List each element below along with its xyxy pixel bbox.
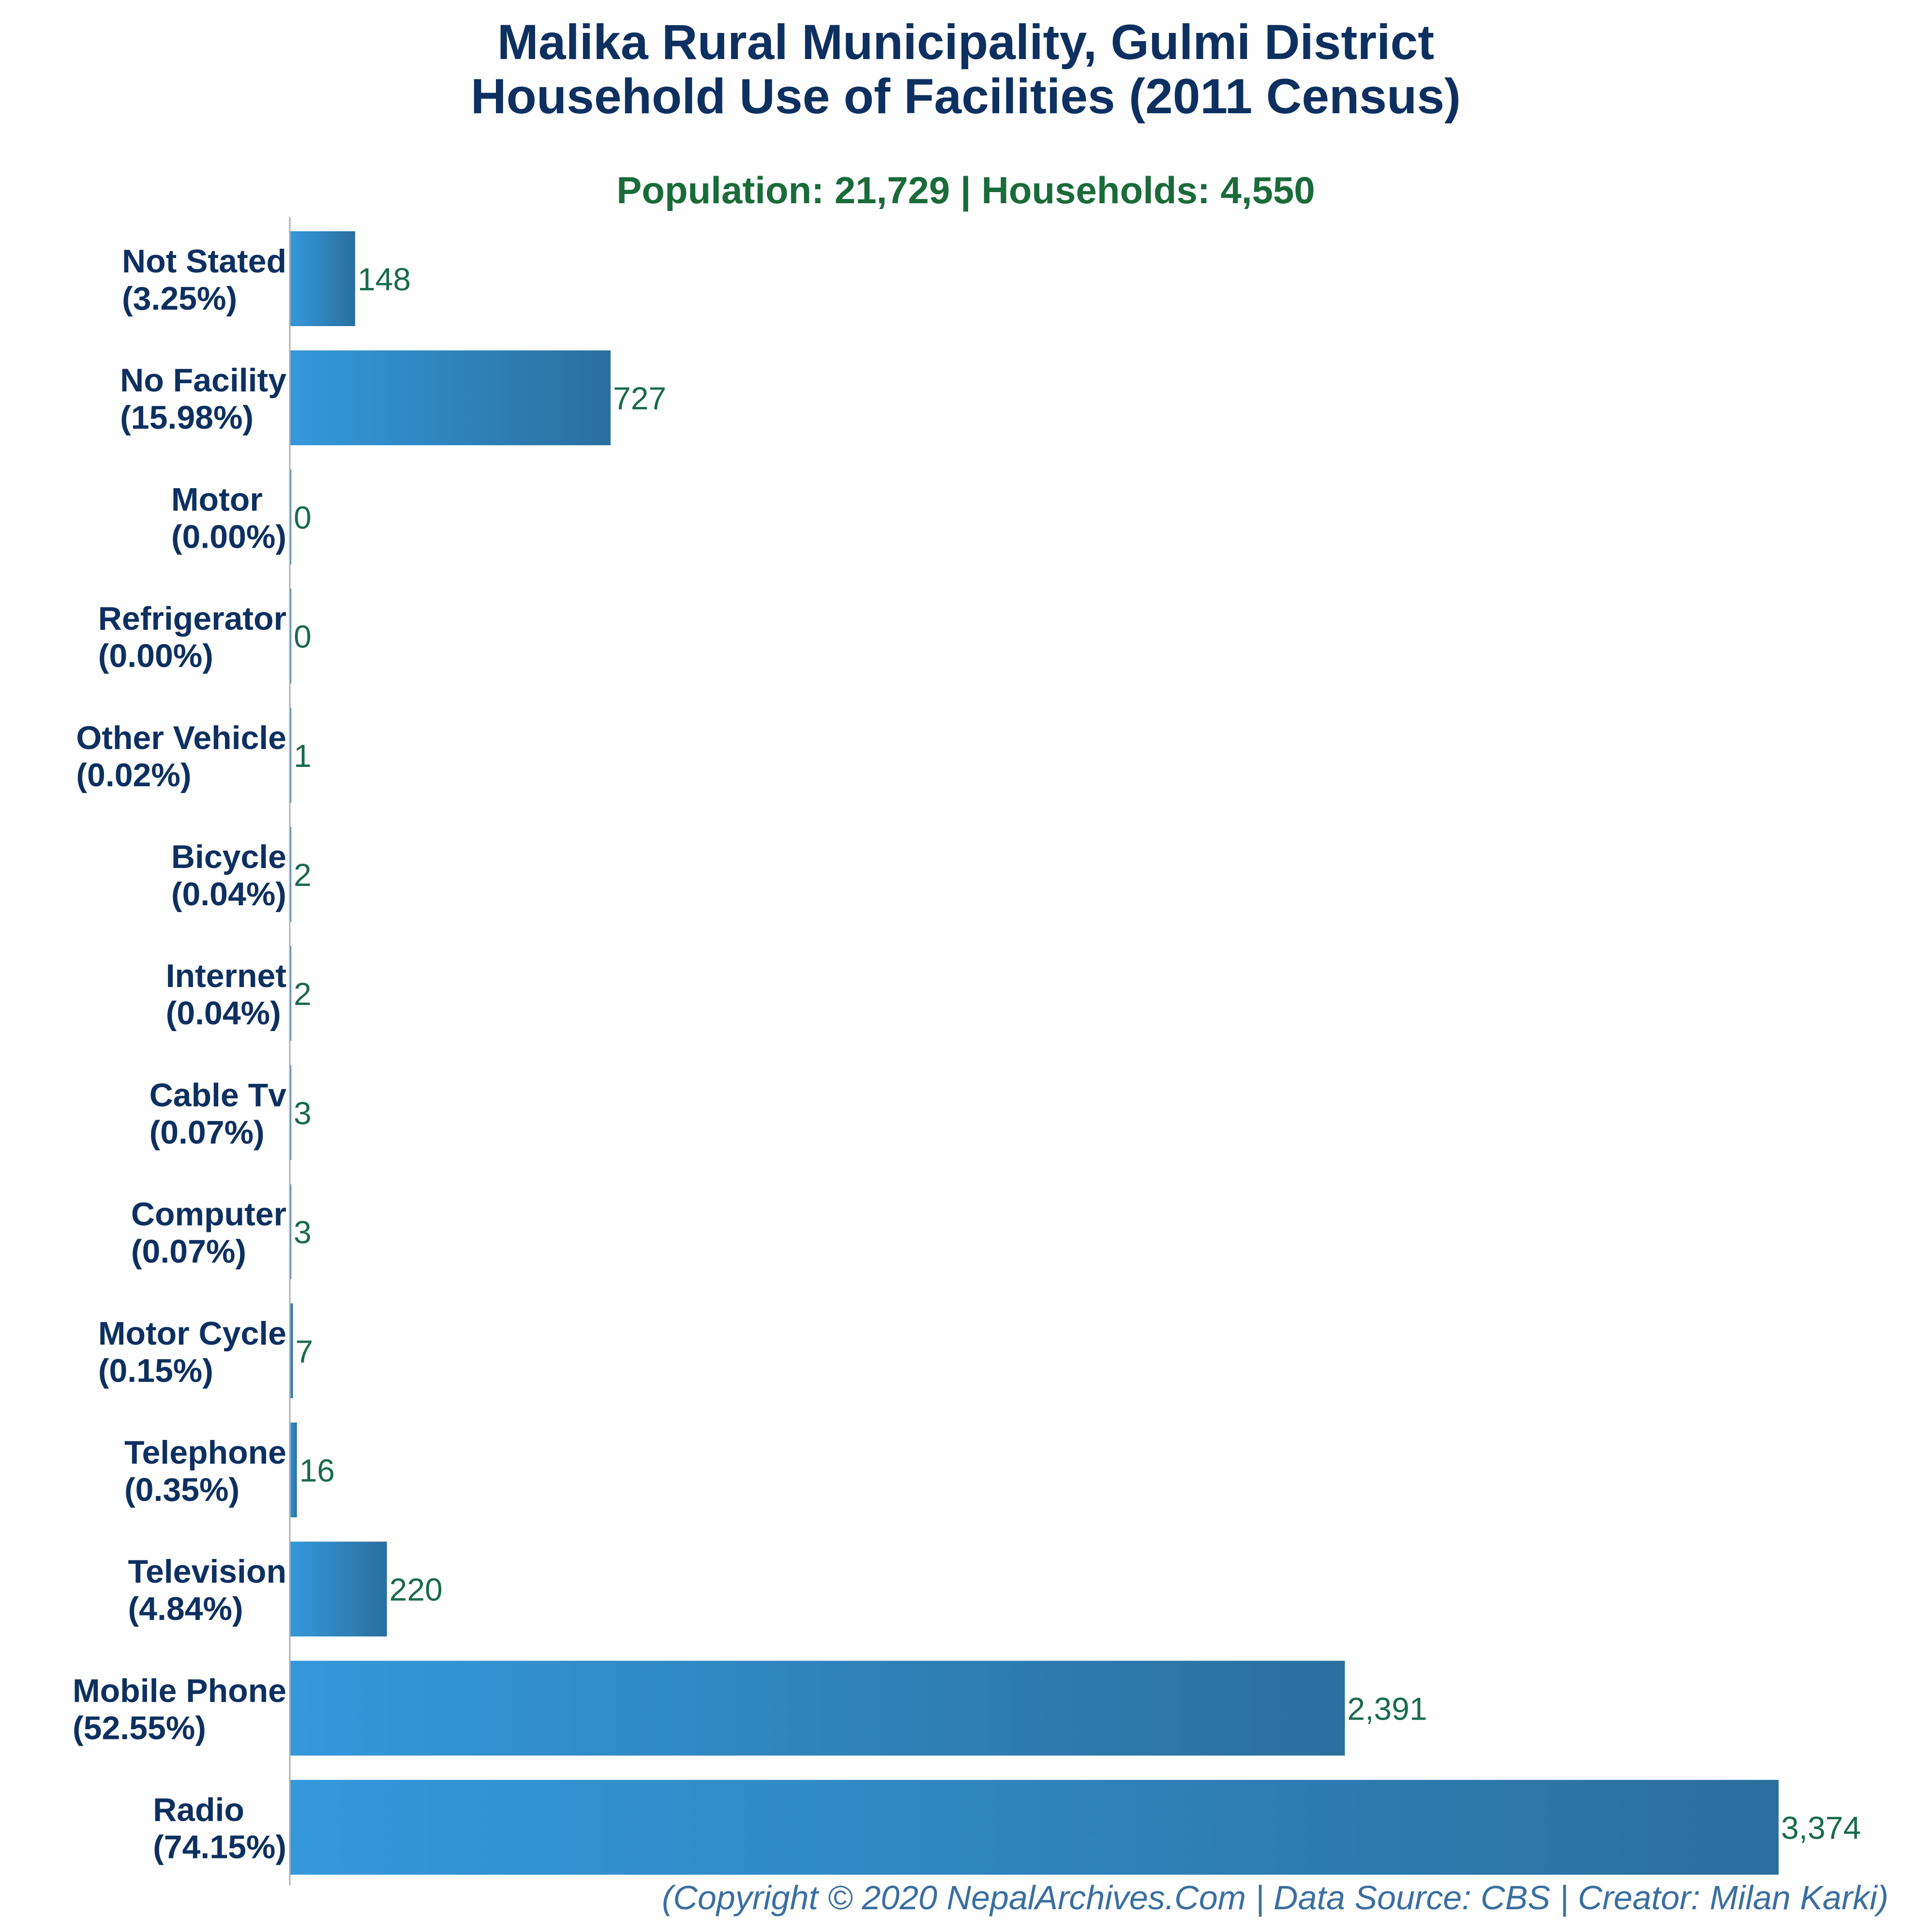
category-label-internet: Internet (0.04%): [166, 958, 286, 1032]
bar-radio: [290, 1780, 1779, 1875]
value-label-motor: 0: [294, 499, 312, 535]
value-label-refrigerator: 0: [294, 619, 312, 655]
bar-no-facility: [290, 350, 611, 446]
value-label-telephone: 16: [300, 1453, 335, 1488]
category-label-telephone: Telephone (0.35%): [124, 1434, 286, 1508]
category-label-bicycle: Bicycle (0.04%): [171, 839, 286, 913]
value-label-bicycle: 2: [294, 857, 312, 893]
value-label-other-vehicle: 1: [294, 738, 312, 774]
chart-title-line1: Malika Rural Municipality, Gulmi Distric…: [497, 15, 1435, 70]
bar-motor-cycle: [290, 1303, 293, 1398]
value-label-cable-tv: 3: [294, 1095, 312, 1131]
value-label-not-stated: 148: [358, 261, 411, 297]
category-label-mobile-phone: Mobile Phone (52.55%): [73, 1672, 286, 1746]
category-label-refrigerator: Refrigerator (0.00%): [98, 600, 286, 674]
chart-subtitle: Population: 21,729 | Households: 4,550: [616, 169, 1315, 211]
category-label-cable-tv: Cable Tv (0.07%): [150, 1077, 287, 1151]
bars-group: 148 Not Stated (3.25%) 727 No Facility (15.98…: [73, 231, 1861, 1875]
value-label-radio: 3,374: [1781, 1810, 1861, 1846]
value-label-television: 220: [389, 1572, 443, 1607]
category-label-television: Television (4.84%): [128, 1553, 286, 1627]
value-label-motor-cycle: 7: [295, 1333, 313, 1369]
value-label-computer: 3: [294, 1214, 312, 1250]
value-label-mobile-phone: 2,391: [1348, 1691, 1427, 1726]
category-label-not-stated: Not Stated (3.25%): [122, 243, 286, 317]
category-label-other-vehicle: Other Vehicle (0.02%): [76, 719, 286, 794]
bar-not-stated: [290, 231, 355, 326]
category-label-radio: Radio (74.15%): [153, 1792, 286, 1866]
bar-mobile-phone: [290, 1661, 1345, 1756]
chart-title-line2: Household Use of Facilities (2011 Census…: [471, 69, 1461, 124]
value-label-no-facility: 727: [613, 380, 666, 416]
category-label-computer: Computer (0.07%): [131, 1196, 286, 1270]
category-label-no-facility: No Facility (15.98%): [120, 362, 286, 436]
bar-television: [290, 1542, 387, 1637]
value-label-internet: 2: [294, 976, 312, 1012]
bar-telephone: [290, 1423, 297, 1517]
category-label-motor: Motor (0.00%): [171, 481, 286, 555]
footer-credit: (Copyright © 2020 NepalArchives.Com | Da…: [662, 1879, 1888, 1917]
category-label-motor-cycle: Motor Cycle (0.15%): [98, 1315, 286, 1389]
